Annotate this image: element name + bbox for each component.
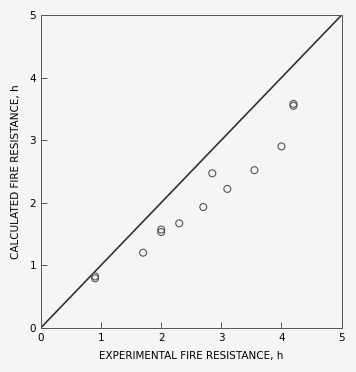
- Point: [279, 144, 284, 150]
- Point: [158, 227, 164, 232]
- Y-axis label: CALCULATED FIRE RESISTANCE, h: CALCULATED FIRE RESISTANCE, h: [11, 84, 21, 259]
- X-axis label: EXPERIMENTAL FIRE RESISTANCE, h: EXPERIMENTAL FIRE RESISTANCE, h: [99, 351, 283, 361]
- Point: [252, 167, 257, 173]
- Point: [290, 101, 296, 107]
- Point: [290, 103, 296, 109]
- Point: [92, 275, 98, 281]
- Point: [225, 186, 230, 192]
- Point: [92, 273, 98, 279]
- Point: [158, 229, 164, 235]
- Point: [176, 220, 182, 226]
- Point: [200, 204, 206, 210]
- Point: [140, 250, 146, 256]
- Point: [209, 170, 215, 176]
